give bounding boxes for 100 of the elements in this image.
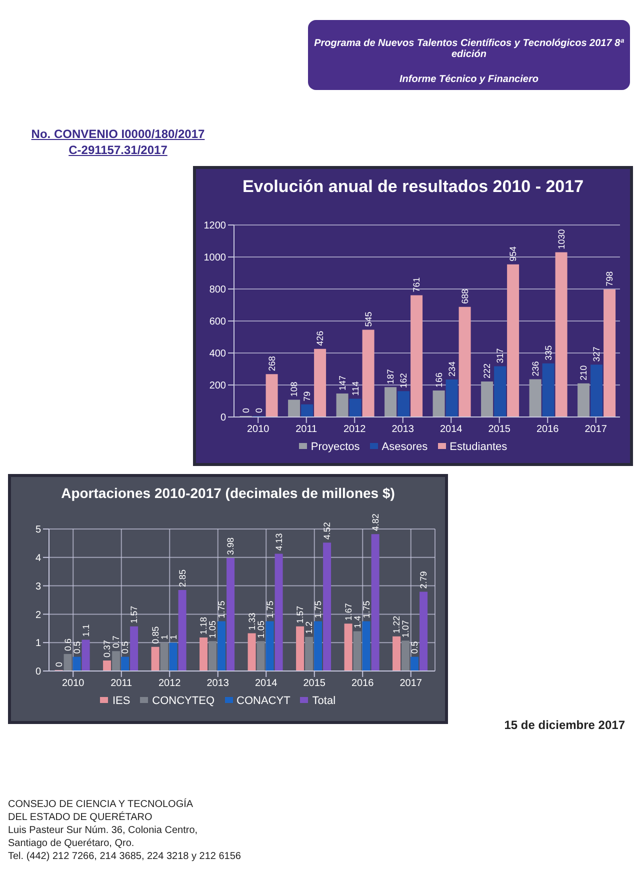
text: Santiago de Querétaro, Qro. bbox=[8, 837, 136, 850]
y-tick-label: 4 bbox=[35, 552, 42, 564]
x-tick-label: 2011 bbox=[110, 678, 133, 690]
text: 15 de diciembre 2017 bbox=[504, 718, 625, 732]
data-label: 0 bbox=[54, 662, 64, 667]
y-tick-label: 5 bbox=[35, 524, 42, 536]
legend-label: Asesores bbox=[382, 441, 428, 453]
data-label: 1.75 bbox=[216, 600, 227, 618]
data-label: 1.07 bbox=[400, 620, 411, 638]
data-label: 222 bbox=[482, 363, 492, 378]
data-label: 3.98 bbox=[226, 537, 236, 555]
text: Informe Técnico y Financiero bbox=[398, 74, 540, 85]
y-tick-label: 600 bbox=[209, 316, 226, 328]
x-tick-label: 2015 bbox=[488, 424, 511, 436]
y-tick-label: 2 bbox=[35, 610, 42, 621]
y-tick-label: 3 bbox=[35, 581, 42, 592]
x-tick-label: 2010 bbox=[247, 424, 270, 436]
data-label: 1.05 bbox=[208, 620, 218, 638]
data-label: 0.5 bbox=[410, 641, 420, 654]
y-tick-label: 1200 bbox=[204, 220, 226, 232]
x-tick-label: 2017 bbox=[584, 424, 608, 436]
legend-label: CONACYT bbox=[236, 695, 290, 707]
data-label: 210 bbox=[578, 365, 589, 380]
y-tick-label: 800 bbox=[209, 284, 226, 296]
legend-label: Total bbox=[312, 695, 336, 707]
x-tick-label: 2012 bbox=[158, 678, 182, 690]
data-label: 2.79 bbox=[418, 571, 429, 589]
x-tick-label: 2013 bbox=[392, 424, 414, 436]
data-label: 1.4 bbox=[352, 616, 362, 628]
y-tick-label: 400 bbox=[209, 348, 226, 360]
text: CONSEJO DE CIENCIA Y TECNOLOGÍA bbox=[8, 798, 194, 811]
data-label: 0.85 bbox=[150, 626, 160, 644]
data-label: 4.13 bbox=[274, 533, 284, 551]
y-tick-label: 0 bbox=[35, 666, 42, 678]
data-label: 147 bbox=[337, 375, 348, 390]
chart-title: Evolución anual de resultados 2010 - 2017 bbox=[241, 176, 585, 197]
data-label: 1.75 bbox=[361, 600, 372, 618]
data-label: 954 bbox=[508, 246, 518, 262]
data-label: 1.05 bbox=[256, 620, 266, 638]
x-tick-label: 2011 bbox=[296, 424, 318, 436]
x-tick-label: 2015 bbox=[303, 678, 326, 690]
text: Tel. (442) 212 7266, 214 3685, 224 3218 y 212 6156 bbox=[8, 850, 241, 863]
data-label: 1.75 bbox=[264, 600, 275, 618]
y-tick-label: 0 bbox=[220, 412, 226, 424]
data-label: 1 bbox=[168, 634, 178, 640]
data-label: 187 bbox=[386, 369, 396, 384]
data-label: 0 bbox=[254, 408, 264, 413]
legend-label: IES bbox=[112, 695, 130, 707]
data-label: 1.33 bbox=[246, 612, 257, 630]
x-tick-label: 2016 bbox=[536, 424, 560, 436]
y-tick-label: 1000 bbox=[204, 252, 226, 264]
data-label: 0.7 bbox=[111, 636, 122, 648]
data-label: 166 bbox=[434, 372, 444, 388]
data-label: 688 bbox=[460, 288, 470, 304]
data-label: 1.2 bbox=[304, 621, 314, 634]
x-tick-label: 2010 bbox=[62, 678, 85, 690]
legend-label: CONCYTEQ bbox=[152, 695, 215, 707]
data-label: 335 bbox=[543, 345, 554, 360]
text: No. CONVENIO I0000/180/2017 bbox=[30, 126, 206, 142]
data-label: 0.6 bbox=[62, 638, 73, 651]
data-label: 327 bbox=[592, 346, 602, 362]
data-label: 234 bbox=[446, 362, 457, 377]
legend-label: Estudiantes bbox=[450, 441, 508, 453]
x-tick-label: 2016 bbox=[352, 678, 374, 690]
data-label: 268 bbox=[266, 356, 277, 372]
data-label: 0.5 bbox=[72, 641, 82, 654]
y-tick-label: 1 bbox=[35, 638, 42, 650]
data-label: 1.57 bbox=[295, 606, 306, 624]
data-label: 114 bbox=[350, 381, 360, 396]
data-label: 1.22 bbox=[392, 616, 402, 634]
text: C-291157.31/2017 bbox=[68, 142, 168, 158]
data-label: 236 bbox=[530, 361, 540, 376]
legend-label: Proyectos bbox=[310, 441, 360, 453]
data-label: 0.5 bbox=[120, 641, 130, 654]
x-tick-label: 2014 bbox=[440, 424, 463, 436]
data-label: 317 bbox=[495, 348, 506, 364]
data-label: 79 bbox=[302, 391, 312, 402]
data-label: 1.18 bbox=[198, 616, 209, 634]
x-tick-label: 2013 bbox=[206, 678, 230, 690]
data-label: 0.37 bbox=[102, 640, 112, 658]
text: Programa de Nuevos Talentos Científicos y Tecnológicos 2017 8ª edición bbox=[313, 38, 625, 60]
data-label: 2.85 bbox=[177, 570, 188, 588]
data-label: 1.57 bbox=[129, 606, 140, 624]
data-label: 4.82 bbox=[370, 514, 380, 532]
y-tick-label: 200 bbox=[209, 380, 226, 392]
data-label: 761 bbox=[412, 277, 422, 292]
data-label: 545 bbox=[363, 312, 374, 327]
data-label: 798 bbox=[604, 271, 615, 286]
x-tick-label: 2017 bbox=[400, 678, 422, 690]
data-label: 426 bbox=[315, 330, 326, 346]
x-tick-label: 2014 bbox=[255, 678, 278, 690]
x-tick-label: 2012 bbox=[344, 424, 366, 436]
data-label: 1030 bbox=[556, 229, 566, 250]
data-label: 1.75 bbox=[313, 600, 324, 618]
text: Luis Pasteur Sur Núm. 36, Colonia Centro, bbox=[8, 824, 199, 837]
data-label: 108 bbox=[289, 382, 300, 397]
chart-title: Aportaciones 2010-2017 (decimales de millones $) bbox=[60, 484, 396, 501]
data-label: 1 bbox=[159, 634, 170, 640]
data-label: 4.52 bbox=[322, 522, 332, 540]
text: DEL ESTADO DE QUERÉTARO bbox=[8, 811, 154, 824]
